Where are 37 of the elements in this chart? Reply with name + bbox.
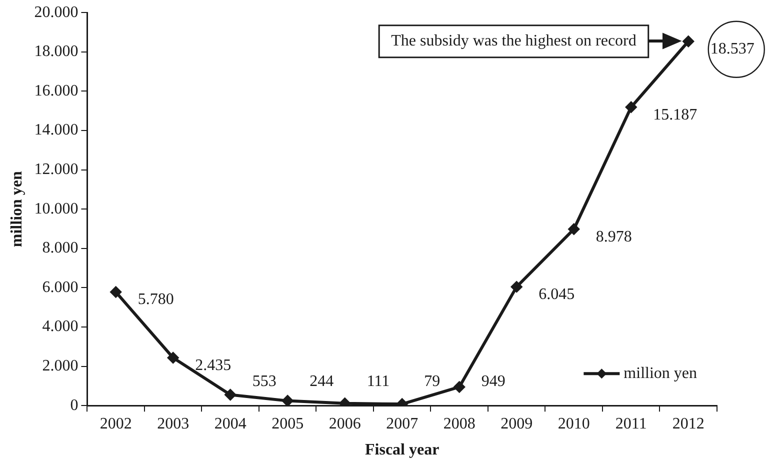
y-tick-label: 10.000 xyxy=(34,200,78,218)
y-tick-label: 0 xyxy=(70,396,78,414)
x-axis-title: Fiscal year xyxy=(365,442,440,459)
data-label: 18.537 xyxy=(710,40,754,58)
data-label: 15.187 xyxy=(653,106,698,124)
y-tick-label: 4.000 xyxy=(42,318,78,336)
y-tick-label: 12.000 xyxy=(34,161,78,178)
legend-label: million yen xyxy=(624,364,697,382)
x-tick-label: 2004 xyxy=(214,415,246,432)
data-label: 244 xyxy=(310,372,334,390)
y-tick-label: 16.000 xyxy=(34,82,78,100)
data-label: 111 xyxy=(366,372,390,390)
x-tick-label: 2009 xyxy=(500,415,533,432)
data-label: 553 xyxy=(252,372,276,390)
x-tick-label: 2008 xyxy=(443,415,476,432)
x-tick-label: 2006 xyxy=(328,415,361,432)
y-tick-label: 6.000 xyxy=(42,278,78,296)
data-label: 5.780 xyxy=(138,291,174,308)
data-label: 2.435 xyxy=(195,356,232,374)
data-label: 949 xyxy=(481,372,506,390)
data-label: 8.978 xyxy=(596,228,632,246)
x-tick-label: 2012 xyxy=(672,415,704,432)
x-tick-label: 2011 xyxy=(615,415,647,432)
x-tick-label: 2005 xyxy=(272,415,304,432)
y-axis-title: million yen xyxy=(8,171,26,248)
x-tick-label: 2003 xyxy=(157,415,190,432)
y-tick-label: 20.000 xyxy=(34,4,78,21)
data-label: 6.045 xyxy=(538,286,575,304)
x-tick-label: 2002 xyxy=(100,415,132,432)
annotation: The subsidy was the highest on record xyxy=(391,32,636,50)
x-tick-label: 2007 xyxy=(386,415,418,432)
y-tick-label: 8.000 xyxy=(42,240,78,257)
data-label: 79 xyxy=(424,372,440,390)
y-tick-label: 2.000 xyxy=(42,358,78,375)
y-tick-label: 18.000 xyxy=(34,43,78,60)
y-tick-label: 14.000 xyxy=(34,122,78,139)
x-tick-label: 2010 xyxy=(558,415,590,432)
